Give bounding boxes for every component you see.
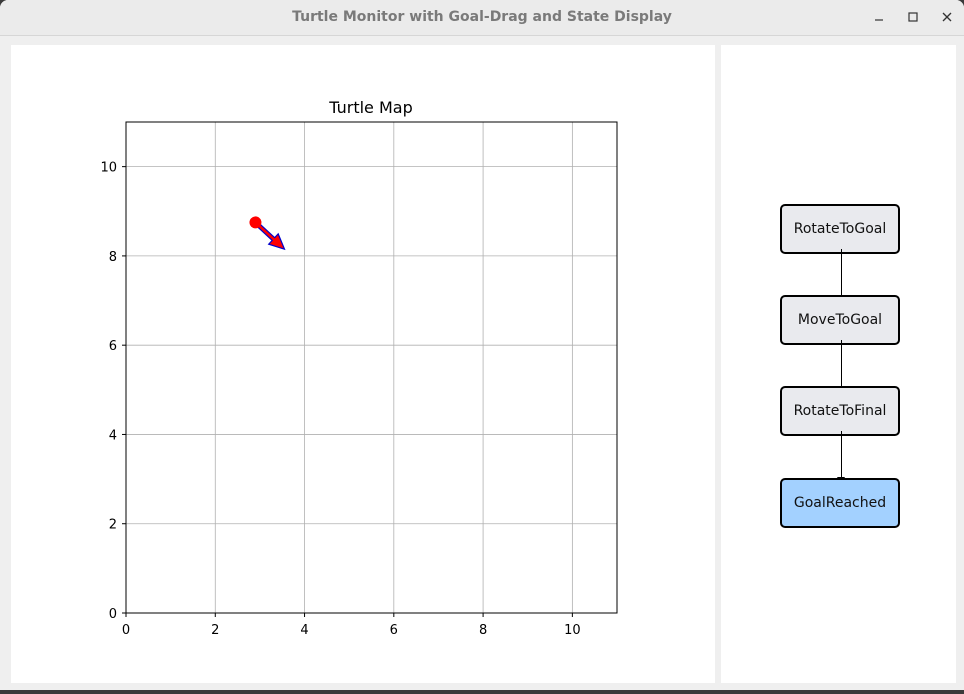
turtle-marker[interactable] [249, 216, 262, 229]
y-tick-label: 10 [100, 161, 117, 176]
transition-line [841, 340, 842, 386]
state-move-to-goal: MoveToGoal [780, 295, 900, 345]
y-tick-label: 8 [109, 250, 117, 265]
window-title: Turtle Monitor with Goal-Drag and State … [292, 9, 672, 25]
axis-ticks: 0 2 4 6 8 10 0 2 4 6 8 10 [100, 161, 580, 638]
state-goal-reached: GoalReached [780, 478, 900, 528]
state-panel: RotateToGoal MoveToGoal RotateToFinal Go… [721, 45, 956, 683]
y-tick-label: 0 [109, 607, 117, 622]
turtle-map-plot[interactable]: Turtle Map 0 2 4 6 8 10 0 2 4 6 8 10 [11, 45, 715, 683]
minimize-button[interactable] [867, 6, 891, 28]
x-tick-label: 0 [122, 623, 130, 638]
y-tick-label: 4 [109, 428, 117, 443]
x-tick-label: 4 [300, 623, 308, 638]
state-rotate-to-final: RotateToFinal [780, 386, 900, 436]
transition-line [841, 431, 842, 477]
minimize-icon [875, 19, 883, 21]
x-tick-label: 8 [479, 623, 487, 638]
y-tick-label: 6 [109, 339, 117, 354]
map-title: Turtle Map [328, 98, 412, 117]
turtle-layer[interactable] [249, 216, 286, 251]
x-tick-label: 6 [390, 623, 398, 638]
map-panel[interactable]: Turtle Map 0 2 4 6 8 10 0 2 4 6 8 10 [11, 45, 715, 683]
axes-frame [125, 121, 618, 614]
close-icon [942, 12, 952, 22]
x-tick-label: 10 [564, 623, 581, 638]
x-tick-label: 2 [211, 623, 219, 638]
y-tick-label: 2 [109, 518, 117, 533]
maximize-icon [908, 12, 918, 22]
close-button[interactable] [935, 6, 959, 28]
title-bar[interactable]: Turtle Monitor with Goal-Drag and State … [0, 0, 964, 36]
transition-line [841, 249, 842, 295]
maximize-button[interactable] [901, 6, 925, 28]
state-rotate-to-goal: RotateToGoal [780, 204, 900, 254]
grid-lines [125, 122, 617, 614]
